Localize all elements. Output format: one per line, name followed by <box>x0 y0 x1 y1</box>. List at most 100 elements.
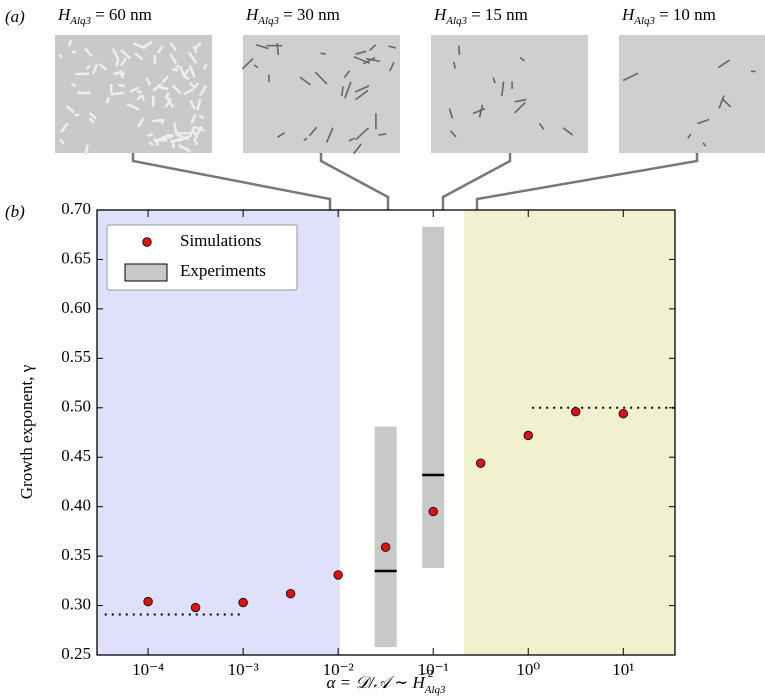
crystal <box>355 50 367 55</box>
crystal <box>110 91 125 96</box>
crystal <box>134 52 144 61</box>
crystal <box>166 96 175 109</box>
crystal <box>697 118 710 125</box>
crystal <box>453 61 456 69</box>
point <box>143 596 153 607</box>
legend-label: Simulations <box>180 231 261 250</box>
crystal <box>702 142 707 147</box>
crystal <box>156 45 164 54</box>
crystal <box>84 47 93 58</box>
caption-var: H <box>433 5 448 24</box>
crystal <box>65 105 75 114</box>
crystal <box>85 64 92 70</box>
crystal <box>136 93 144 101</box>
micrograph <box>619 35 765 153</box>
crystal <box>88 111 97 120</box>
y-tick-label: 0.50 <box>61 397 91 416</box>
image-caption: HAlq3 = 15 nm <box>433 5 528 27</box>
crystal <box>343 70 351 79</box>
crystal <box>303 137 308 142</box>
crystal <box>472 107 486 115</box>
crystal <box>119 48 132 60</box>
crystal <box>492 77 496 84</box>
crystal <box>478 104 484 118</box>
connector <box>319 153 390 210</box>
x-axis-label-main: α = 𝒟/𝒜 ∼ H <box>326 673 426 692</box>
crystal <box>195 98 202 111</box>
point <box>618 409 628 419</box>
crystal <box>146 132 154 137</box>
crystal <box>388 61 395 72</box>
y-tick-label: 0.40 <box>61 496 91 515</box>
crystal <box>129 86 140 93</box>
crystal <box>98 63 108 71</box>
crystal <box>84 144 89 156</box>
crystal <box>145 77 152 86</box>
point <box>238 597 248 608</box>
connector <box>441 153 512 210</box>
crystal <box>198 114 205 120</box>
crystal <box>71 50 77 54</box>
crystal <box>501 81 505 97</box>
crystal <box>253 64 259 69</box>
plot: 0.25 0.30 0.35 0.40 0.45 0.50 0.55 0.60 0.65 0.70… <box>61 199 676 679</box>
region <box>463 210 675 655</box>
crystal <box>178 144 192 153</box>
crystal <box>203 63 208 70</box>
x-tick-label: 10⁻³ <box>228 660 259 679</box>
x-axis-label-sup: −2 <box>422 668 434 680</box>
image-caption: HAlq3 = 30 nm <box>245 5 340 27</box>
x-axis-label-sub: Alq3 <box>424 684 446 696</box>
caption-text: = 30 nm <box>283 5 340 24</box>
crystal <box>191 128 199 139</box>
crystal <box>255 44 269 50</box>
crystal <box>143 40 153 49</box>
y-tick-label: 0.60 <box>61 298 91 317</box>
crystal <box>115 59 120 67</box>
y-tick-label: 0.55 <box>61 347 91 366</box>
y-tick-label: 0.25 <box>61 644 91 663</box>
crystal <box>188 82 197 90</box>
crystal <box>538 122 545 130</box>
y-axis-label: Growth exponent, γ <box>17 364 36 499</box>
crystal <box>344 81 352 99</box>
crystal <box>137 117 145 128</box>
experiment-range <box>422 226 445 568</box>
crystal <box>111 47 120 61</box>
crystal <box>67 39 73 47</box>
crystal <box>195 125 203 136</box>
crystal <box>160 118 165 125</box>
crystal <box>362 56 376 65</box>
point <box>190 602 201 613</box>
image-caption: HAlq3 = 10 nm <box>621 5 716 27</box>
crystal <box>126 102 140 111</box>
crystal <box>154 134 168 144</box>
y-tick-label: 0.35 <box>61 545 91 564</box>
crystal <box>519 56 525 62</box>
micrograph <box>431 35 588 153</box>
panel-label: (b) <box>5 202 25 221</box>
x-tick-label: 10⁰ <box>516 660 540 679</box>
crystal <box>190 113 197 124</box>
panel-label: (a) <box>5 7 25 26</box>
crystal <box>91 63 99 75</box>
point <box>476 458 486 468</box>
point <box>285 588 296 599</box>
point <box>333 570 343 580</box>
crystal <box>192 41 202 51</box>
caption-text: = 60 nm <box>95 5 152 24</box>
crystal <box>105 96 111 104</box>
crystal <box>717 59 731 69</box>
crystal <box>448 108 454 119</box>
legend-marker <box>142 237 152 247</box>
crystal <box>88 117 95 124</box>
crystal <box>161 75 169 84</box>
crystal <box>166 135 172 139</box>
crystal <box>118 83 125 88</box>
caption-text: = 15 nm <box>471 5 528 24</box>
caption-var: H <box>621 5 636 24</box>
crystal <box>187 51 198 65</box>
crystal <box>241 58 254 70</box>
connectors <box>131 153 699 210</box>
